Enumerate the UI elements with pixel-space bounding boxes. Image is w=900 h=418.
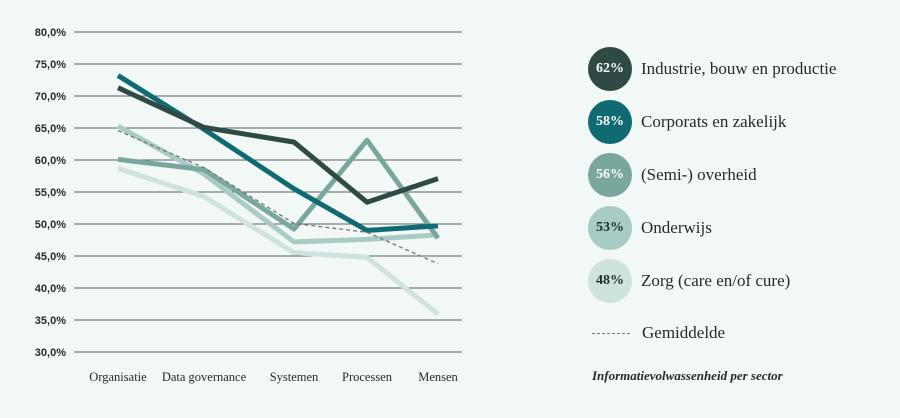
chart-title: Informatievolwassenheid per sector — [592, 368, 783, 383]
legend-badge: 53% — [588, 206, 632, 250]
y-tick-label: 70,0% — [35, 91, 66, 103]
legend-label: Zorg (care en/of cure) — [641, 271, 791, 290]
x-axis-ticks: Organisatie Data governance Systemen Proces… — [89, 370, 458, 384]
y-tick-label: 40,0% — [35, 283, 66, 295]
y-tick-label: 35,0% — [35, 315, 66, 327]
y-axis-ticks: 30,0% 35,0% 40,0% 45,0% 50,0% 55,0% 60,0% 65,0%… — [35, 27, 66, 359]
legend-item-average: Gemiddelde — [588, 321, 725, 345]
y-tick-label: 30,0% — [35, 347, 66, 359]
legend-badge: 58% — [588, 100, 632, 144]
legend-item: 48% Zorg (care en/of cure) — [588, 259, 790, 303]
y-tick-label: 75,0% — [35, 59, 66, 71]
y-tick-label: 65,0% — [35, 123, 66, 135]
x-tick-label: Data governance — [162, 370, 247, 384]
legend-label: Onderwijs — [641, 218, 712, 237]
legend-badge: 48% — [588, 259, 632, 303]
legend-item: 62% Industrie, bouw en productie — [588, 47, 836, 91]
legend-label: Corporats en zakelijk — [641, 112, 787, 131]
y-tick-label: 80,0% — [35, 27, 66, 39]
legend-label-average: Gemiddelde — [642, 323, 726, 342]
series-line — [116, 85, 439, 205]
series-line — [116, 123, 439, 245]
series-lines — [116, 73, 441, 317]
y-tick-label: 50,0% — [35, 219, 66, 231]
y-tick-label: 55,0% — [35, 187, 66, 199]
legend-item: 53% Onderwijs — [588, 206, 712, 250]
average-line — [117, 130, 439, 265]
average-dashed-line-sample — [592, 332, 630, 334]
legend-label: Industrie, bouw en productie — [641, 59, 837, 78]
legend-label: (Semi-) overheid — [641, 165, 757, 184]
x-tick-label: Organisatie — [89, 370, 147, 384]
legend-item: 58% Corporats en zakelijk — [588, 100, 786, 144]
series-line — [117, 137, 441, 240]
y-tick-label: 60,0% — [35, 155, 66, 167]
x-tick-label: Processen — [342, 370, 393, 384]
y-tick-label: 45,0% — [35, 251, 66, 263]
x-tick-label: Mensen — [418, 370, 458, 384]
x-tick-label: Systemen — [270, 370, 319, 384]
legend-badge: 56% — [588, 153, 632, 197]
series-line — [117, 165, 440, 317]
series-line — [116, 73, 439, 233]
legend-item: 56% (Semi-) overheid — [588, 153, 757, 197]
legend-badge: 62% — [588, 47, 632, 91]
